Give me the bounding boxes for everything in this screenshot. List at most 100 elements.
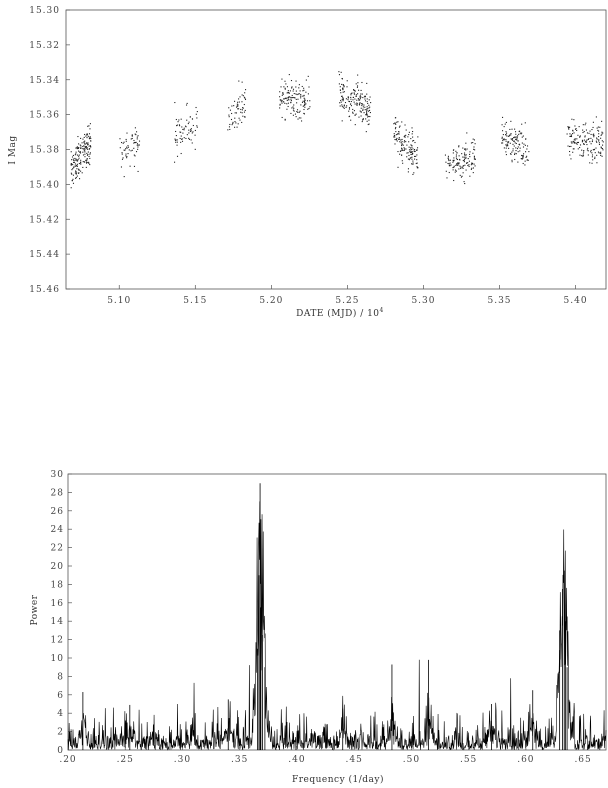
light-curve-point: [84, 133, 86, 136]
light-curve-point: [572, 130, 574, 132]
light-curve-point: [188, 129, 190, 131]
light-curve-point: [596, 137, 598, 139]
light-curve-point: [297, 98, 299, 100]
light-curve-point: [403, 147, 405, 149]
light-curve-point: [449, 165, 451, 167]
light-curve-point: [458, 145, 460, 147]
light-curve-y-tick-label-4: 15.38: [29, 146, 60, 156]
light-curve-point: [296, 109, 299, 111]
light-curve-point: [368, 115, 370, 117]
light-curve-point: [394, 128, 397, 130]
light-curve-y-label: I Mag: [8, 135, 18, 164]
light-curve-point: [294, 97, 296, 99]
light-curve-point: [187, 123, 189, 125]
light-curve-point: [243, 111, 246, 113]
light-curve-point: [136, 138, 138, 140]
light-curve-point: [286, 92, 288, 94]
light-curve-point: [464, 148, 466, 150]
light-curve-point: [508, 141, 510, 143]
light-curve-point: [408, 154, 410, 157]
light-curve-point: [302, 105, 304, 107]
light-curve-point: [351, 92, 353, 94]
light-curve-point: [123, 149, 125, 151]
periodogram-x-tick-label-8: .60: [517, 755, 534, 765]
light-curve-point: [75, 158, 77, 160]
light-curve-point: [233, 105, 235, 107]
light-curve-point: [134, 142, 136, 144]
light-curve-point: [89, 140, 92, 142]
light-curve-point: [463, 161, 465, 163]
light-curve-point: [356, 99, 358, 101]
light-curve-point: [411, 127, 413, 129]
light-curve-point: [128, 149, 130, 151]
light-curve-point: [281, 116, 283, 119]
light-curve-point: [464, 183, 466, 185]
light-curve-point: [593, 134, 595, 137]
light-curve-point: [415, 162, 417, 165]
light-curve-point: [293, 97, 295, 99]
light-curve-point: [509, 128, 511, 130]
light-curve-point: [456, 163, 458, 165]
light-curve-point: [472, 172, 474, 174]
light-curve-point: [179, 125, 181, 127]
light-curve-point: [405, 134, 407, 136]
light-curve-point: [355, 95, 357, 97]
light-curve-point: [358, 104, 361, 106]
light-curve-point: [358, 116, 360, 118]
light-curve-point: [586, 132, 589, 134]
light-curve-point: [304, 106, 306, 108]
light-curve-point: [70, 172, 72, 174]
light-curve-point: [342, 91, 344, 93]
periodogram-y-tick-label-7: 14: [51, 617, 64, 627]
light-curve-point: [284, 88, 286, 90]
light-curve-point: [414, 150, 416, 152]
light-curve-point: [472, 138, 474, 140]
light-curve-point: [345, 106, 347, 108]
light-curve-point: [284, 87, 286, 89]
light-curve-point: [78, 146, 80, 149]
light-curve-point: [515, 138, 517, 140]
light-curve-point: [125, 155, 127, 157]
light-curve-point: [501, 130, 504, 132]
light-curve-point: [368, 110, 370, 112]
light-curve-point: [76, 168, 78, 170]
light-curve-point: [594, 157, 596, 160]
light-curve-point: [188, 121, 190, 123]
light-curve-point: [281, 99, 283, 101]
light-curve-point: [502, 140, 504, 142]
light-curve-point: [362, 108, 364, 110]
light-curve-point: [458, 155, 460, 157]
light-curve-point: [85, 161, 88, 163]
light-curve-x-tick-label-5: 5.35: [487, 296, 511, 306]
light-curve-point: [119, 138, 121, 140]
light-curve-point: [70, 151, 72, 153]
light-curve-point: [506, 135, 508, 137]
light-curve-point: [137, 135, 139, 137]
light-curve-point: [231, 105, 233, 107]
light-curve-point: [87, 135, 89, 137]
light-curve-point: [464, 148, 466, 150]
light-curve-point: [280, 101, 282, 103]
light-curve-point: [519, 130, 521, 132]
light-curve-point: [454, 171, 456, 173]
light-curve-point: [348, 107, 351, 109]
light-curve-point: [238, 101, 240, 103]
light-curve-point: [398, 138, 400, 140]
light-curve-point: [517, 146, 519, 148]
light-curve-point: [192, 124, 194, 127]
light-curve-point: [465, 156, 467, 158]
light-curve-point: [398, 126, 401, 128]
light-curve-point: [192, 131, 194, 133]
light-curve-point: [598, 139, 600, 141]
light-curve-point: [230, 118, 233, 121]
light-curve-point: [303, 95, 305, 97]
light-curve-point: [295, 98, 297, 100]
light-curve-point: [449, 159, 451, 161]
light-curve-point: [78, 168, 80, 170]
light-curve-point: [339, 86, 341, 88]
light-curve-point: [136, 131, 138, 133]
light-curve-point: [241, 101, 243, 103]
light-curve-point: [369, 116, 371, 118]
light-curve-point: [416, 166, 418, 168]
light-curve-point: [244, 92, 246, 94]
